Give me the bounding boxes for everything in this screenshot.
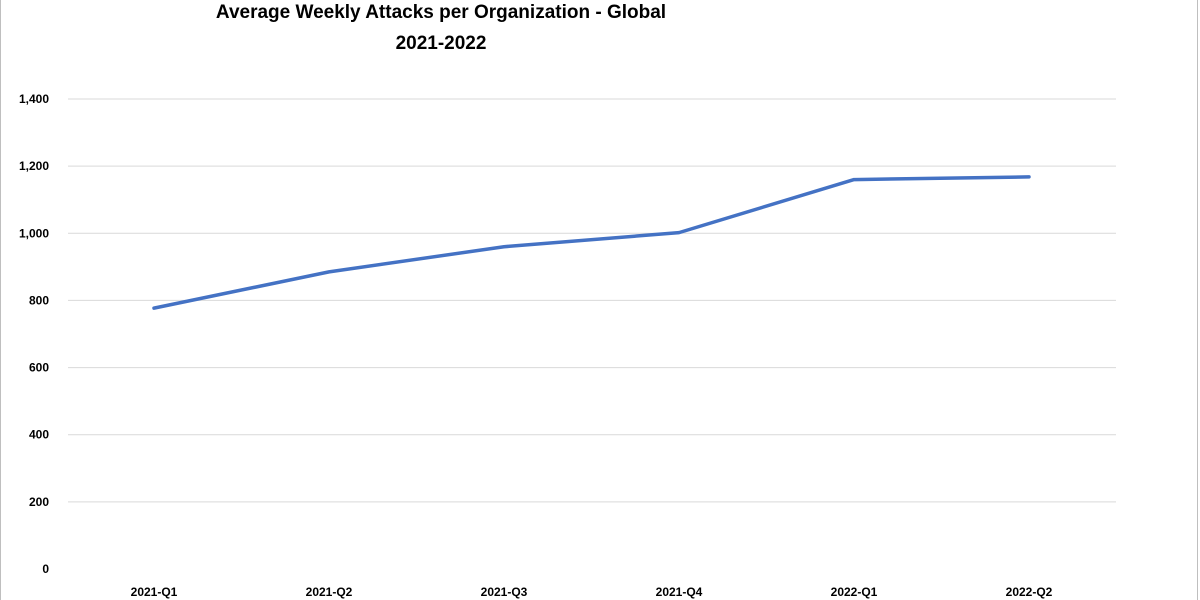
chart-subtitle: 2021-2022 — [395, 33, 487, 54]
y-tick-label: 1,400 — [19, 92, 49, 106]
chart-title: Average Weekly Attacks per Organization … — [215, 2, 667, 23]
x-tick-label: 2021-Q1 — [131, 585, 178, 599]
x-tick-label: 2022-Q1 — [831, 585, 878, 599]
y-tick-label: 400 — [29, 428, 49, 442]
x-tick-label: 2021-Q3 — [481, 585, 528, 599]
y-tick-label: 0 — [42, 562, 49, 576]
x-tick-label: 2021-Q4 — [656, 585, 703, 599]
x-tick-label: 2022-Q2 — [1006, 585, 1053, 599]
x-axis-ticks: 2021-Q1 2021-Q2 2021-Q3 2021-Q4 2022-Q1 2022-… — [131, 585, 1053, 599]
gridlines — [68, 98, 1116, 503]
y-tick-label: 1,000 — [19, 226, 49, 240]
x-tick-label: 2021-Q2 — [306, 585, 353, 599]
series-line — [152, 175, 1031, 310]
y-tick-label: 200 — [29, 495, 49, 509]
y-tick-label: 1,200 — [19, 159, 49, 173]
y-tick-label: 800 — [29, 293, 49, 307]
series-layer — [152, 175, 1031, 310]
y-tick-label: 600 — [29, 361, 49, 375]
y-axis-ticks: 0 200 400 600 800 1,000 1,200 1,400 — [19, 92, 49, 576]
